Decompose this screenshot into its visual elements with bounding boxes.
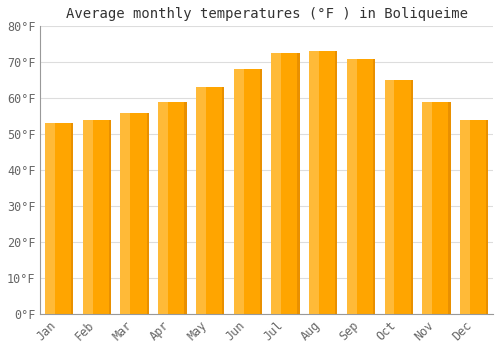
Bar xyxy=(146,113,149,314)
Bar xyxy=(448,102,450,314)
Bar xyxy=(347,59,357,314)
Bar xyxy=(234,69,243,314)
Title: Average monthly temperatures (°F ) in Boliqueime: Average monthly temperatures (°F ) in Bo… xyxy=(66,7,468,21)
Bar xyxy=(335,51,338,314)
Bar xyxy=(309,51,338,314)
Bar xyxy=(460,120,470,314)
Bar xyxy=(158,102,168,314)
Bar xyxy=(384,80,413,314)
Bar xyxy=(71,123,74,314)
Bar xyxy=(222,88,224,314)
Bar xyxy=(234,69,262,314)
Bar xyxy=(373,59,375,314)
Bar xyxy=(83,120,92,314)
Bar xyxy=(158,102,186,314)
Bar xyxy=(120,113,149,314)
Bar xyxy=(460,120,488,314)
Bar xyxy=(45,123,55,314)
Bar xyxy=(347,59,375,314)
Bar xyxy=(83,120,111,314)
Bar xyxy=(384,80,394,314)
Bar xyxy=(196,88,224,314)
Bar xyxy=(422,102,432,314)
Bar xyxy=(109,120,111,314)
Bar xyxy=(184,102,186,314)
Bar xyxy=(422,102,450,314)
Bar xyxy=(272,53,299,314)
Bar xyxy=(196,88,206,314)
Bar xyxy=(309,51,319,314)
Bar xyxy=(486,120,488,314)
Bar xyxy=(410,80,413,314)
Bar xyxy=(260,69,262,314)
Bar xyxy=(120,113,130,314)
Bar xyxy=(45,123,74,314)
Bar xyxy=(298,53,300,314)
Bar xyxy=(272,53,281,314)
